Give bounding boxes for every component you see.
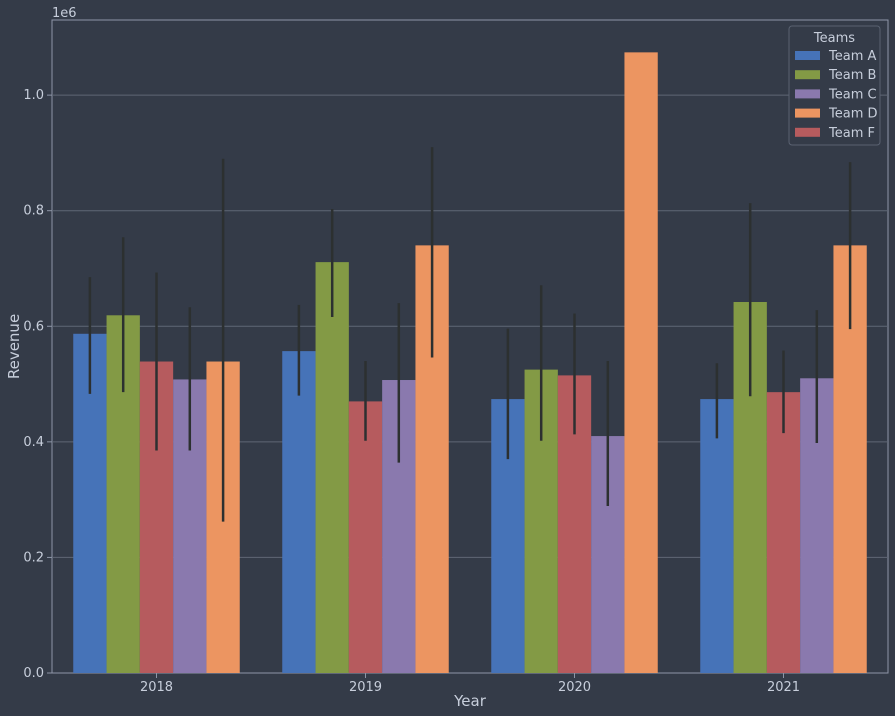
legend-label-team-f: Team F <box>828 126 875 141</box>
y-tick-label: 0.6 <box>23 319 44 334</box>
legend-label-team-c: Team C <box>828 87 877 102</box>
y-tick-label: 0.2 <box>23 550 44 565</box>
bar-2021-team-a <box>700 399 734 673</box>
x-axis-label: Year <box>453 692 487 710</box>
legend-label-team-a: Team A <box>828 49 876 64</box>
bar-2019-team-b <box>315 262 349 673</box>
legend-label-team-b: Team B <box>828 68 876 83</box>
bar-2020-team-d <box>624 52 658 673</box>
y-tick-label: 0.4 <box>23 435 44 450</box>
plot-frame <box>51 19 889 674</box>
x-tick-label: 2018 <box>140 680 173 695</box>
y-tick-label: 0.0 <box>23 666 44 681</box>
y-axis-label: Revenue <box>5 314 23 379</box>
legend-swatch-team-d <box>795 108 820 118</box>
y-scale-label: 1e6 <box>52 6 77 21</box>
y-tick-label: 1.0 <box>23 88 44 103</box>
y-tick-label: 0.8 <box>23 204 44 219</box>
legend-swatch-team-f <box>795 127 820 137</box>
x-tick-label: 2019 <box>349 680 382 695</box>
legend-swatch-team-a <box>795 51 820 60</box>
x-tick-label: 2020 <box>558 680 591 695</box>
legend-title: Teams <box>813 31 855 46</box>
legend-swatch-team-c <box>795 89 820 99</box>
bar-2021-team-f <box>766 392 801 673</box>
legend-label-team-d: Team D <box>828 107 878 122</box>
bar-2019-team-a <box>282 351 316 673</box>
bar-2019-team-f <box>348 401 383 673</box>
x-tick-label: 2021 <box>767 680 800 695</box>
legend-swatch-team-b <box>795 70 820 80</box>
